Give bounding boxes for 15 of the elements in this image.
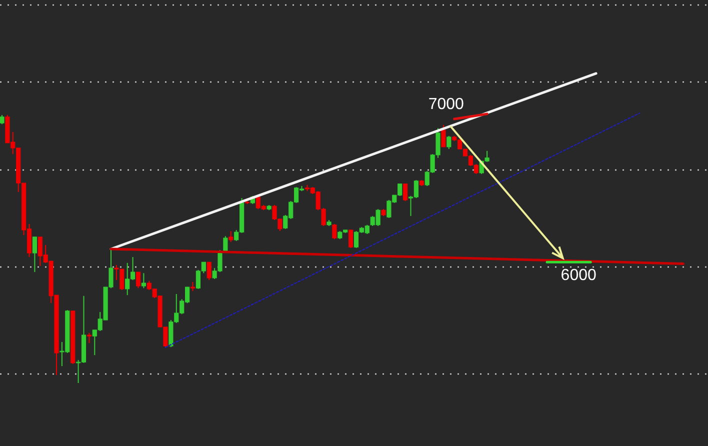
candlestick [0, 114, 4, 125]
annotation: 6000 [560, 267, 596, 284]
candlestick [332, 224, 337, 240]
candlestick [141, 272, 146, 289]
candlestick [348, 229, 354, 248]
candlestick [190, 281, 196, 292]
candlestick [86, 332, 92, 344]
candlestick [206, 262, 212, 281]
candlestick [228, 230, 234, 243]
candlestick [446, 135, 452, 150]
candlestick [32, 236, 37, 273]
text: 7000 [428, 96, 464, 114]
candlestick [403, 183, 408, 202]
candlestick [441, 124, 446, 148]
candlestick [136, 272, 141, 289]
